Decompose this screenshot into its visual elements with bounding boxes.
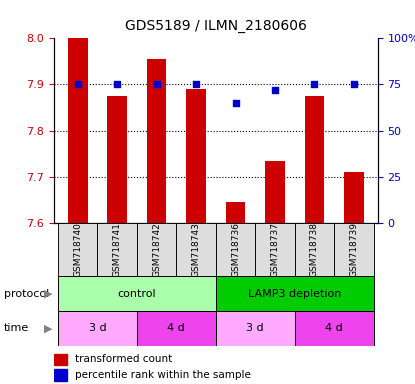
Bar <box>344 172 364 223</box>
Text: 3 d: 3 d <box>88 323 106 333</box>
FancyBboxPatch shape <box>216 311 295 346</box>
Point <box>351 81 357 88</box>
Text: percentile rank within the sample: percentile rank within the sample <box>75 370 251 380</box>
Bar <box>54 354 67 365</box>
Title: GDS5189 / ILMN_2180606: GDS5189 / ILMN_2180606 <box>125 19 307 33</box>
Text: 4 d: 4 d <box>325 323 343 333</box>
Point <box>272 87 278 93</box>
Text: protocol: protocol <box>4 289 49 299</box>
Text: GSM718739: GSM718739 <box>349 222 359 277</box>
Text: GSM718736: GSM718736 <box>231 222 240 277</box>
Point <box>74 81 81 88</box>
Point <box>114 81 120 88</box>
Bar <box>107 96 127 223</box>
FancyBboxPatch shape <box>58 223 98 276</box>
FancyBboxPatch shape <box>334 223 374 276</box>
FancyBboxPatch shape <box>176 223 216 276</box>
Bar <box>305 96 325 223</box>
FancyBboxPatch shape <box>216 276 374 311</box>
Bar <box>147 59 166 223</box>
Text: control: control <box>117 289 156 299</box>
Text: GSM718743: GSM718743 <box>192 222 200 277</box>
Text: 4 d: 4 d <box>167 323 185 333</box>
Text: GSM718742: GSM718742 <box>152 222 161 277</box>
FancyBboxPatch shape <box>137 311 216 346</box>
FancyBboxPatch shape <box>295 223 334 276</box>
FancyBboxPatch shape <box>58 276 216 311</box>
Point <box>153 81 160 88</box>
Point <box>193 81 199 88</box>
Point <box>232 100 239 106</box>
FancyBboxPatch shape <box>255 223 295 276</box>
FancyBboxPatch shape <box>58 311 137 346</box>
Point <box>311 81 318 88</box>
Text: GSM718737: GSM718737 <box>271 222 280 277</box>
FancyBboxPatch shape <box>216 223 255 276</box>
Text: 3 d: 3 d <box>247 323 264 333</box>
Bar <box>68 38 88 223</box>
Text: time: time <box>4 323 29 333</box>
Bar <box>226 202 245 223</box>
Bar <box>186 89 206 223</box>
Text: ▶: ▶ <box>44 289 52 299</box>
Text: LAMP3 depletion: LAMP3 depletion <box>248 289 342 299</box>
Text: GSM718738: GSM718738 <box>310 222 319 277</box>
Text: GSM718741: GSM718741 <box>112 222 122 277</box>
FancyBboxPatch shape <box>98 223 137 276</box>
Bar <box>265 161 285 223</box>
Text: transformed count: transformed count <box>75 354 172 364</box>
Bar <box>54 369 67 381</box>
FancyBboxPatch shape <box>295 311 374 346</box>
FancyBboxPatch shape <box>137 223 176 276</box>
Text: GSM718740: GSM718740 <box>73 222 82 277</box>
Text: ▶: ▶ <box>44 323 52 333</box>
